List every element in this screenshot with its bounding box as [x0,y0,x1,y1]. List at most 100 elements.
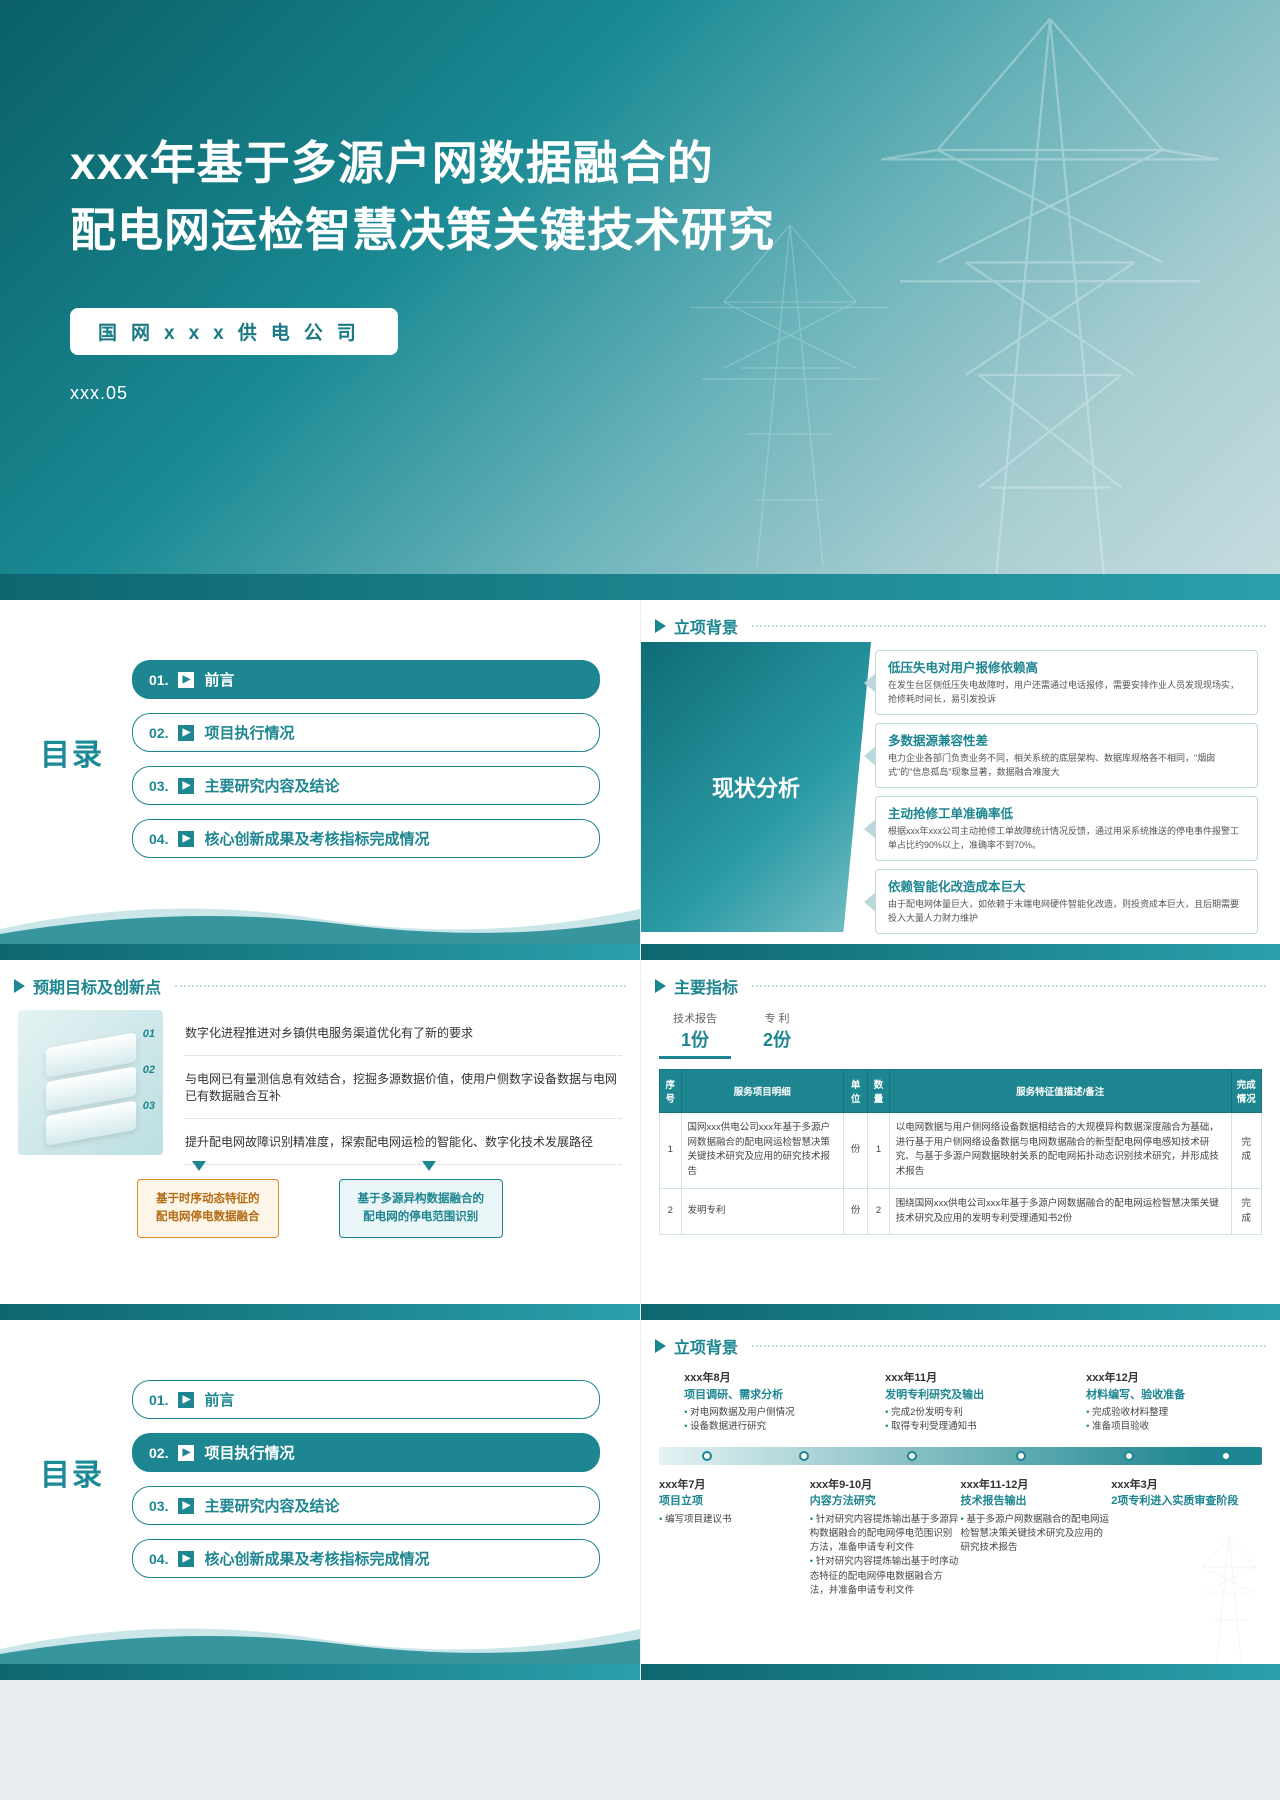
wave-decoration [0,889,640,944]
section-title: 预期目标及创新点 [33,974,161,998]
timeline-bullet: 对电网数据及用户侧情况 [684,1406,835,1420]
tab-label: 专 利 [763,1010,791,1026]
timeline-bullet: 完成验收材料整理 [1086,1406,1237,1420]
bottom-stripe [0,1304,640,1320]
table-row: 2发明专利份2围绕国网xxx供电公司xxx年基于多源户网数据融合的配电网运检智慧… [660,1188,1262,1234]
section-header: 主要指标 [641,960,1280,1002]
analysis-card: 低压失电对用户报修依赖高在发生台区侧低压失电故障时，用户还需通过电话报修，需要安… [875,650,1258,715]
divider [175,985,626,987]
timeline-bullet: 准备项目验收 [1086,1420,1237,1434]
timeline-node: xxx年9-10月内容方法研究针对研究内容提炼输出基于多源异构数据融合的配电网停… [810,1477,961,1599]
bottom-stripe [0,1664,640,1680]
timeline-dot [1221,1451,1231,1461]
timeline-bar [659,1447,1262,1465]
timeline-top-row: xxx年8月项目调研、需求分析对电网数据及用户侧情况设备数据进行研究 xxx年11… [659,1370,1262,1435]
triangle-icon [655,619,666,633]
analysis-card-title: 多数据源兼容性差 [888,730,1247,749]
analysis-card-title: 主动抢修工单准确率低 [888,803,1247,822]
section-title: 立项背景 [674,614,738,638]
table-header-cell: 单位 [843,1070,867,1113]
analysis-card: 依赖智能化改造成本巨大由于配电网体量巨大，如依赖于末端电网硬件智能化改造，则投资… [875,869,1258,934]
toc-text: 项目执行情况 [204,1442,294,1463]
toc-item[interactable]: 03.▶主要研究内容及结论 [132,766,600,805]
goal-box: 基于多源异构数据融合的配电网的停电范围识别 [339,1179,504,1238]
toc-heading: 目录 [40,730,104,774]
toc-num: 02. [149,725,168,741]
timeline-bullet-list: 对电网数据及用户侧情况设备数据进行研究 [684,1406,835,1435]
chevron-right-icon: ▶ [178,1445,194,1461]
timeline-bullet: 针对研究内容提炼输出基于时序动态特征的配电网停电数据融合方法，并准备申请专利文件 [810,1555,961,1598]
metrics-slide: 主要指标 技术报告1份专 利2份 序号服务项目明细单位数量服务特征值描述/备注完… [640,960,1280,1320]
layer-num: 03 [143,1100,155,1112]
toc-text: 项目执行情况 [204,722,294,743]
toc-num: 01. [149,1392,168,1408]
toc-item[interactable]: 02. ▶ 项目执行情况 [132,1433,600,1472]
table-header-cell: 数量 [868,1070,890,1113]
tower-illustration-small [680,200,900,580]
analysis-card-list: 低压失电对用户报修依赖高在发生台区侧低压失电故障时，用户还需通过电话报修，需要安… [871,642,1280,932]
analysis-card-title: 低压失电对用户报修依赖高 [888,657,1247,676]
toc-item[interactable]: 04.▶核心创新成果及考核指标完成情况 [132,819,600,858]
toc-item[interactable]: 04.▶核心创新成果及考核指标完成情况 [132,1539,600,1578]
timeline-node-head: xxx年11月发明专利研究及输出 [885,1370,1036,1403]
analysis-card: 多数据源兼容性差电力企业各部门负责业务不同，相关系统的底层架构、数据库规格各不相… [875,723,1258,788]
toc-heading: 目录 [40,1450,104,1494]
metrics-tab[interactable]: 技术报告1份 [659,1006,731,1059]
goals-box-row: 基于时序动态特征的配电网停电数据融合基于多源异构数据融合的配电网的停电范围识别 [0,1179,640,1238]
toc-num: 02. [149,1445,168,1461]
tower-deco-icon [1184,1532,1274,1672]
tab-count: 2份 [763,1026,791,1052]
timeline-bullet: 针对研究内容提炼输出基于多源异构数据融合的配电网停电范围识别方法，准备申请专利文… [810,1513,961,1556]
toc-list: 01.▶前言02.▶项目执行情况03.▶主要研究内容及结论04.▶核心创新成果及… [132,1380,600,1592]
analysis-card-title: 依赖智能化改造成本巨大 [888,876,1247,895]
timeline-bullet-list: 编写项目建议书 [659,1513,810,1527]
toc-text: 前言 [204,669,234,690]
timeline-dot [907,1451,917,1461]
timeline-node: xxx年11月发明专利研究及输出完成2份发明专利取得专利受理通知书 [885,1370,1036,1435]
toc-text: 主要研究内容及结论 [204,1495,339,1516]
timeline-node-head: xxx年9-10月内容方法研究 [810,1477,961,1510]
timeline-node-head: xxx年8月项目调研、需求分析 [684,1370,835,1403]
toc-text: 前言 [204,1389,234,1410]
bottom-stripe [641,944,1280,960]
divider [752,1345,1266,1347]
tab-label: 技术报告 [673,1010,717,1026]
toc-item[interactable]: 01.▶前言 [132,1380,600,1419]
toc-item[interactable]: 01.▶前言 [132,660,600,699]
timeline-bullet: 完成2份发明专利 [885,1406,1036,1420]
goals-text-list: 数字化进程推进对乡镇供电服务渠道优化有了新的要求与电网已有量测信息有效结合，挖掘… [163,1010,622,1165]
analysis-card-body: 由于配电网体量巨大，如依赖于末端电网硬件智能化改造，则投资成本巨大，且后期需要投… [888,898,1247,925]
goals-slide: 预期目标及创新点 01 02 03 数字化进程推进对乡镇供电服务渠道优化有了新的… [0,960,640,1320]
chevron-right-icon: ▶ [178,1498,194,1514]
table-row: 1国网xxx供电公司xxx年基于多源户网数据融合的配电网运检智慧决策关键技术研究… [660,1113,1262,1189]
analysis-left-title: 现状分析 [712,771,800,803]
layer-num: 01 [143,1028,155,1040]
divider [752,985,1266,987]
triangle-icon [655,1339,666,1353]
timeline-node-head: xxx年12月材料编写、验收准备 [1086,1370,1237,1403]
triangle-icon [655,979,666,993]
toc-item[interactable]: 03. ▶ 主要研究内容及结论 [132,1486,600,1525]
goals-line: 与电网已有量测信息有效结合，挖掘多源数据价值，使用户侧数字设备数据与电网已有数据… [185,1056,622,1119]
cell-status: 完成 [1231,1188,1261,1234]
chevron-right-icon: ▶ [178,725,194,741]
cell-no: 2 [660,1188,682,1234]
timeline-bullet-list: 完成验收材料整理准备项目验收 [1086,1406,1237,1435]
timeline-bullet-list: 完成2份发明专利取得专利受理通知书 [885,1406,1036,1435]
toc-num: 01. [149,672,168,688]
cell-name: 国网xxx供电公司xxx年基于多源户网数据融合的配电网运检智慧决策关键技术研究及… [681,1113,843,1189]
cell-unit: 份 [843,1113,867,1189]
table-header-cell: 服务特征值描述/备注 [889,1070,1231,1113]
toc-item[interactable]: 02. ▶ 项目执行情况 [132,713,600,752]
toc-num: 03. [149,1498,168,1514]
chevron-right-icon: ▶ [178,1551,194,1567]
cell-unit: 份 [843,1188,867,1234]
cell-no: 1 [660,1113,682,1189]
toc-num: 04. [149,831,168,847]
bottom-stripe [0,574,1280,600]
metrics-tab[interactable]: 专 利2份 [749,1006,805,1059]
section-header: 立项背景 [641,600,1280,642]
timeline-bullet: 编写项目建议书 [659,1513,810,1527]
toc-text: 主要研究内容及结论 [204,775,339,796]
cell-desc: 围绕国网xxx供电公司xxx年基于多源户网数据融合的配电网运检智慧决策关键技术研… [889,1188,1231,1234]
